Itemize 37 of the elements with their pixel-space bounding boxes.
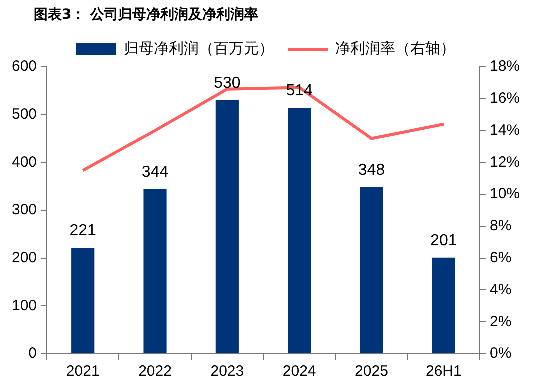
y-tick-label: 300 xyxy=(12,202,38,219)
y-tick-label: 0 xyxy=(28,345,38,362)
bar xyxy=(432,258,456,354)
x-tick-label: 2021 xyxy=(66,363,100,380)
bar xyxy=(288,108,312,354)
y-tick-label: 600 xyxy=(12,58,38,76)
y2-tick-label: 14% xyxy=(490,122,520,139)
data-label: 221 xyxy=(70,222,97,240)
x-tick-label: 2022 xyxy=(138,363,172,380)
x-tick-label: 26H1 xyxy=(426,363,462,380)
y2-tick-label: 16% xyxy=(490,90,520,108)
bar xyxy=(72,248,95,354)
y2-tick-label: 12% xyxy=(490,154,520,171)
y2-tick-label: 6% xyxy=(490,249,512,266)
bar xyxy=(216,100,239,354)
y-tick-label: 400 xyxy=(12,154,38,171)
bar xyxy=(360,188,384,354)
y-tick-label: 100 xyxy=(12,297,38,314)
y2-tick-label: 18% xyxy=(490,58,520,76)
y2-tick-label: 0% xyxy=(490,345,512,362)
y2-tick-label: 4% xyxy=(490,281,512,298)
data-label: 201 xyxy=(430,232,458,250)
x-tick-label: 2023 xyxy=(210,363,244,380)
chart-title: 图表3： 公司归母净利润及净利润率 xyxy=(34,6,259,24)
legend-label: 归母净利润（百万元） xyxy=(124,40,274,58)
y2-tick-label: 2% xyxy=(490,313,512,330)
y2-tick-label: 10% xyxy=(490,186,520,203)
x-tick-label: 2024 xyxy=(282,363,316,380)
y-tick-label: 500 xyxy=(12,106,38,123)
x-tick-label: 2025 xyxy=(355,363,388,380)
bar xyxy=(144,189,167,354)
y-tick-label: 200 xyxy=(12,249,38,266)
data-label: 530 xyxy=(214,74,241,92)
data-label: 344 xyxy=(142,164,169,181)
data-label: 348 xyxy=(358,162,386,179)
legend-label: 净利润率（右轴） xyxy=(336,40,456,58)
y2-tick-label: 8% xyxy=(490,218,512,235)
